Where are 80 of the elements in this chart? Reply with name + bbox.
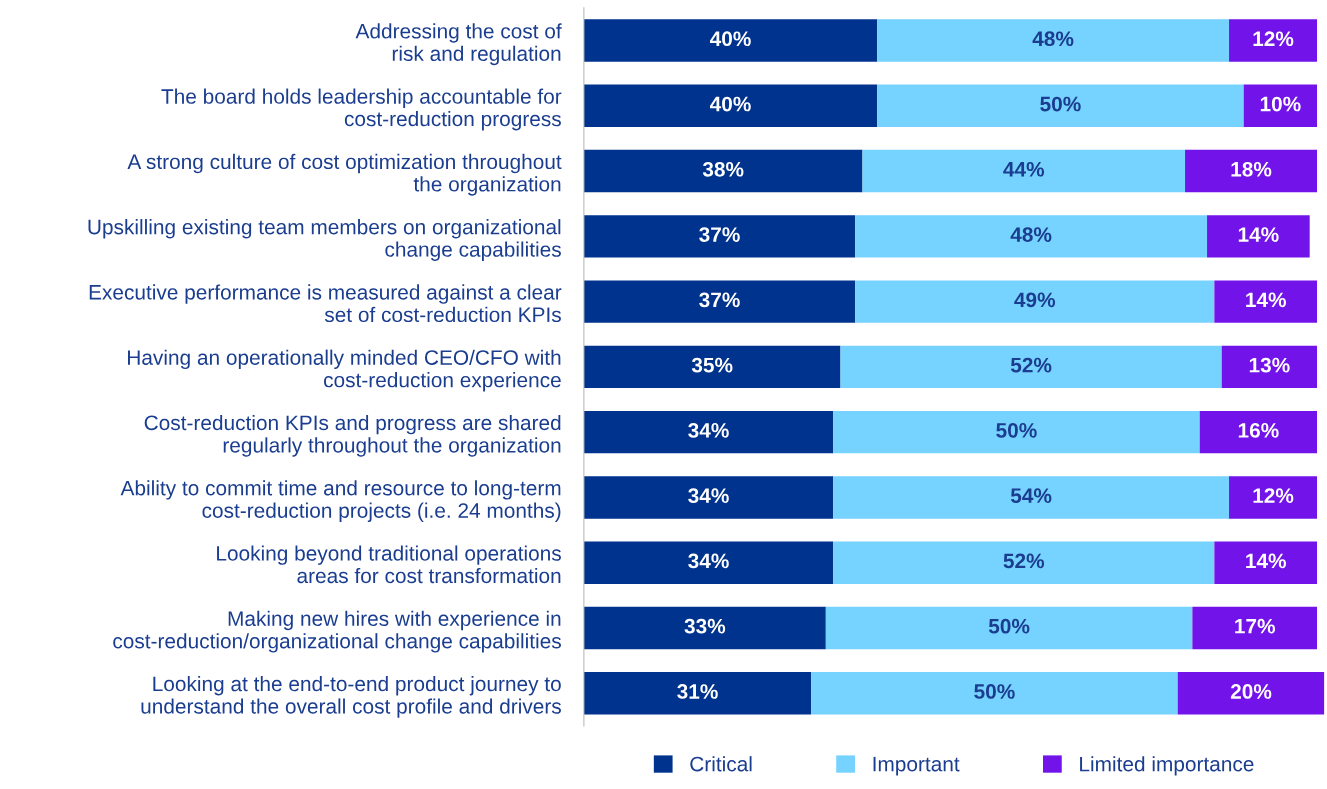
data-label: 12% — [1253, 488, 1294, 503]
bar — [1214, 280, 1318, 323]
y-tick-label: The board holds leadership accountable for cost-reduction progress — [161, 88, 562, 131]
legend-label: Limited importance — [1080, 756, 1254, 776]
data-label: 14% — [1246, 292, 1286, 308]
bar — [825, 606, 1193, 650]
bar — [877, 84, 1244, 128]
data-label: 12% — [1253, 31, 1294, 47]
bar — [1185, 149, 1318, 193]
data-label: 13% — [1249, 357, 1290, 373]
bar — [1214, 541, 1318, 584]
data-label: 37% — [699, 227, 740, 242]
data-label: 50% — [974, 684, 1015, 699]
bar — [1207, 215, 1310, 258]
data-label: 33% — [684, 618, 726, 634]
bar — [833, 541, 1215, 584]
bar — [583, 345, 841, 389]
y-tick-label: Looking at the end-to-end product journey to understand the overall cost profile and drivers — [141, 675, 561, 718]
data-label: 52% — [1003, 553, 1045, 569]
data-label: 40% — [709, 31, 751, 47]
bar — [583, 410, 834, 454]
bar — [833, 476, 1230, 519]
bar — [583, 606, 826, 650]
bar — [1177, 672, 1325, 715]
y-tick-label: Looking beyond traditional operations areas for cost transformation — [217, 545, 561, 584]
data-label: 20% — [1230, 684, 1272, 699]
data-label: 38% — [702, 161, 744, 177]
legend-label: Important — [873, 756, 960, 776]
data-label: 18% — [1231, 161, 1272, 177]
bar — [583, 280, 856, 323]
bar — [1221, 345, 1318, 389]
data-label: 37% — [699, 292, 740, 308]
data-label: 10% — [1260, 96, 1301, 112]
bar — [840, 345, 1222, 389]
bar — [1192, 606, 1318, 650]
y-tick-label: Cost-reduction KPIs and progress are shared regularly throughout the organization — [144, 414, 561, 457]
data-label: 44% — [1003, 161, 1045, 177]
bar — [583, 476, 834, 519]
data-label: 17% — [1235, 618, 1275, 634]
y-tick-label: A strong culture of cost optimization throughout the organization — [127, 153, 562, 196]
data-label: 14% — [1238, 227, 1279, 242]
data-label: 34% — [688, 423, 729, 438]
data-label: 16% — [1238, 423, 1279, 438]
bar — [1243, 84, 1318, 128]
y-tick-label: Executive performance is measured against a clear set of cost-reduction KPIs — [89, 284, 562, 323]
data-label: 34% — [688, 553, 729, 569]
bar — [583, 19, 878, 62]
legend-label: Critical — [690, 756, 752, 772]
bar — [583, 215, 856, 258]
y-tick-label: Upskilling existing team members on organizational change capabilities — [88, 219, 561, 261]
y-tick-label: Ability to commit time and resource to long-term cost-reduction projects (i.e. 24 months) — [120, 480, 561, 523]
data-label: 50% — [1040, 96, 1081, 112]
data-label: 40% — [709, 96, 751, 112]
bar — [1199, 410, 1318, 454]
bar — [583, 149, 863, 193]
bar — [1229, 476, 1318, 519]
bar — [811, 672, 1178, 715]
bar — [583, 541, 834, 584]
data-label: 31% — [677, 684, 718, 699]
data-label: 48% — [1010, 227, 1052, 242]
bar — [862, 149, 1186, 193]
bar — [583, 672, 812, 715]
bar — [1229, 19, 1318, 62]
data-label: 34% — [688, 488, 729, 504]
data-label: 50% — [996, 423, 1037, 438]
data-label: 52% — [1010, 357, 1052, 373]
y-tick-label: Having an operationally minded CEO/CFO with cost-reduction experience — [128, 349, 561, 392]
bar — [583, 84, 878, 128]
bar — [855, 215, 1208, 258]
bar — [877, 19, 1230, 62]
data-label: 14% — [1246, 553, 1286, 569]
bar — [833, 410, 1200, 454]
y-tick-label: Addressing the cost of risk and regulation — [355, 23, 562, 66]
bar — [855, 280, 1215, 323]
data-label: 50% — [988, 618, 1030, 634]
data-label: 49% — [1014, 292, 1056, 308]
data-label: 35% — [691, 357, 733, 373]
data-label: 54% — [1010, 488, 1052, 504]
data-label: 48% — [1032, 31, 1074, 47]
y-tick-label: Making new hires with experience in cost-reduction/organizational change capabilities — [113, 610, 561, 653]
